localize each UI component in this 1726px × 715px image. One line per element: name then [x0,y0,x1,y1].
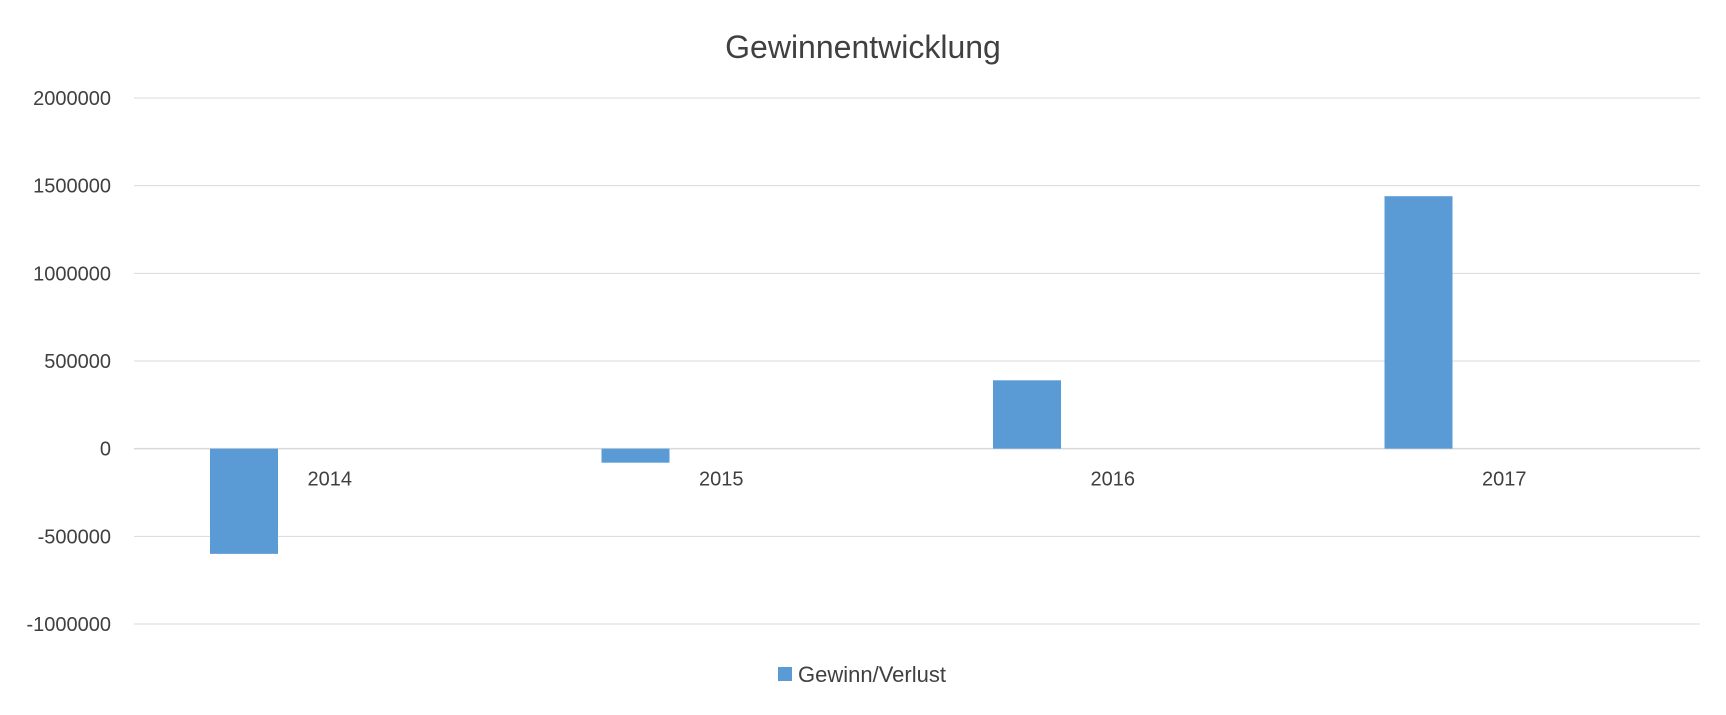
x-tick-label-2014: 2014 [308,469,353,491]
y-tick-label: 1000000 [33,263,111,285]
legend-swatch [778,667,792,681]
bar-2016 [993,380,1061,449]
bar-2017 [1384,196,1453,449]
legend: Gewinn/Verlust [778,662,946,687]
y-tick-label: -500000 [38,526,111,548]
gridlines [134,97,1700,625]
x-tick-label-2017: 2017 [1482,469,1527,491]
x-tick-label-2015: 2015 [699,469,744,491]
bar-series [210,196,1453,554]
y-tick-label: 2000000 [33,88,111,110]
y-tick-label: 0 [100,439,111,461]
x-tick-label-2016: 2016 [1091,469,1136,491]
bar-2014 [210,448,278,554]
x-axis-tick-labels: 2014 2015 2016 2017 [308,469,1527,491]
y-tick-label: 500000 [44,351,111,373]
y-tick-label: 1500000 [33,176,111,198]
legend-label-gewinn-verlust: Gewinn/Verlust [798,662,946,687]
chart-title: Gewinnentwicklung [725,29,1001,65]
bar-2015 [601,448,670,463]
y-axis-tick-labels: 2000000 1500000 1000000 500000 0 -500000 -1000… [26,88,111,636]
y-tick-label: -1000000 [26,614,111,636]
